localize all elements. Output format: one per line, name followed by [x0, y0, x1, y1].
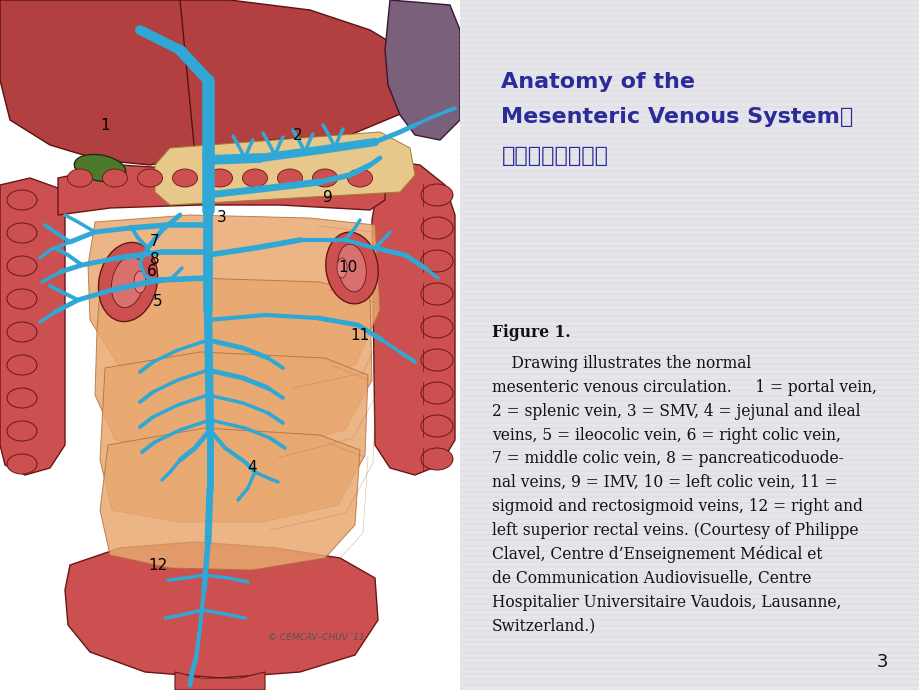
Ellipse shape [421, 382, 452, 404]
Ellipse shape [421, 349, 452, 371]
Ellipse shape [421, 316, 452, 338]
Ellipse shape [98, 242, 157, 322]
Ellipse shape [7, 421, 37, 441]
Text: 11: 11 [350, 328, 369, 342]
Ellipse shape [111, 257, 144, 308]
Ellipse shape [102, 169, 128, 187]
Text: 4: 4 [247, 460, 256, 475]
Text: Figure 1.: Figure 1. [492, 324, 570, 342]
Polygon shape [154, 132, 414, 205]
Text: Anatomy of the: Anatomy of the [501, 72, 695, 92]
Ellipse shape [7, 190, 37, 210]
Ellipse shape [336, 258, 346, 278]
Ellipse shape [134, 271, 146, 293]
Ellipse shape [7, 322, 37, 342]
Polygon shape [100, 428, 359, 570]
Ellipse shape [421, 217, 452, 239]
Polygon shape [88, 215, 380, 385]
Ellipse shape [347, 169, 372, 187]
Ellipse shape [7, 256, 37, 276]
Ellipse shape [421, 184, 452, 206]
Text: © CEMCAV–CHUV '11: © CEMCAV–CHUV '11 [267, 633, 364, 642]
Ellipse shape [74, 155, 126, 181]
Text: 3: 3 [876, 653, 887, 671]
Text: 3: 3 [217, 210, 227, 226]
Ellipse shape [173, 169, 198, 187]
Text: Drawing illustrates the normal
mesenteric venous circulation.       1 = portal v: Drawing illustrates the normal mesenteri… [492, 355, 876, 635]
Ellipse shape [7, 289, 37, 309]
Text: 12: 12 [148, 558, 167, 573]
Ellipse shape [7, 355, 37, 375]
Polygon shape [65, 542, 378, 678]
Polygon shape [100, 352, 368, 522]
Ellipse shape [421, 283, 452, 305]
Ellipse shape [337, 244, 366, 292]
Ellipse shape [67, 169, 93, 187]
Ellipse shape [7, 454, 37, 474]
Text: 10: 10 [338, 261, 357, 275]
Ellipse shape [7, 223, 37, 243]
Text: 8: 8 [150, 253, 160, 268]
Polygon shape [0, 0, 420, 165]
Text: 系膜静脉系统解剖: 系膜静脉系统解剖 [501, 146, 607, 166]
Text: 2: 2 [293, 128, 302, 143]
Text: 7: 7 [150, 235, 160, 250]
Text: 9: 9 [323, 190, 333, 206]
Ellipse shape [208, 169, 233, 187]
Ellipse shape [278, 169, 302, 187]
Ellipse shape [312, 169, 337, 187]
Ellipse shape [421, 448, 452, 470]
Text: 5: 5 [153, 295, 163, 310]
Polygon shape [371, 160, 455, 475]
Ellipse shape [325, 232, 378, 304]
Ellipse shape [421, 415, 452, 437]
Ellipse shape [243, 169, 267, 187]
Text: 1: 1 [100, 117, 109, 132]
Polygon shape [58, 165, 384, 215]
Polygon shape [0, 178, 65, 475]
Polygon shape [175, 672, 265, 690]
Polygon shape [384, 0, 460, 140]
Ellipse shape [137, 169, 163, 187]
Ellipse shape [7, 388, 37, 408]
Polygon shape [95, 278, 371, 452]
Text: 6: 6 [147, 264, 157, 279]
Ellipse shape [421, 250, 452, 272]
Text: Mesenteric Venous System肠: Mesenteric Venous System肠 [501, 107, 853, 127]
